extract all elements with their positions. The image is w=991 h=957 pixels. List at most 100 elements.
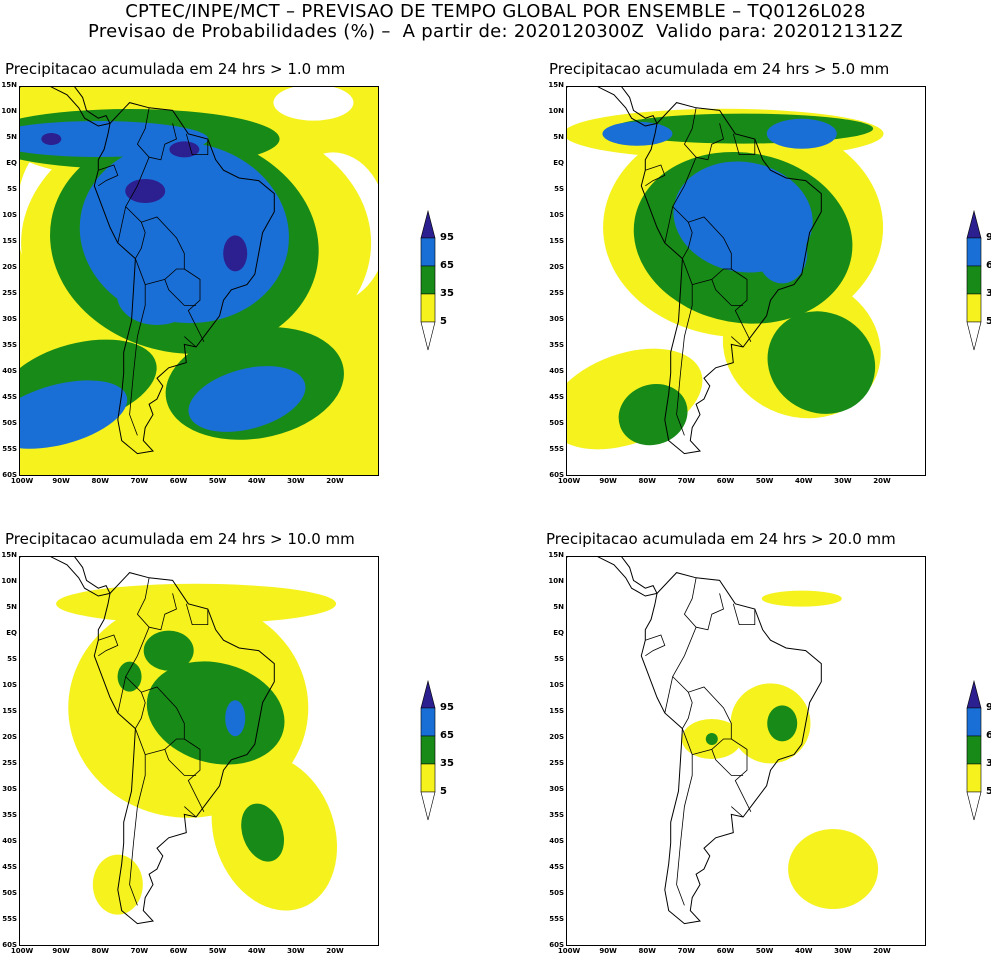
country-border	[117, 676, 127, 714]
coastline-central-america	[567, 87, 658, 127]
latitude-tick-label: 15S	[549, 237, 564, 245]
probability-contour	[766, 118, 837, 149]
longitude-tick-label: 80W	[638, 477, 656, 485]
longitude-tick-label: 60W	[716, 477, 735, 485]
probability-contour	[241, 803, 285, 862]
map-canvas	[567, 87, 884, 455]
legend-swatch-95	[420, 209, 436, 239]
latitude-tick-label: 45S	[2, 393, 17, 401]
legend-level-label: 95	[440, 702, 454, 713]
latitude-tick-label: 20S	[2, 263, 17, 271]
longitude-tick-label: 70W	[677, 477, 696, 485]
latitude-tick-label: 55S	[549, 915, 564, 923]
latitude-tick-label: 5N	[6, 603, 17, 611]
country-border	[696, 593, 724, 631]
legend-level-label: 65	[440, 260, 454, 271]
coastline-south-america	[640, 572, 822, 925]
latitude-tick-label: 50S	[2, 889, 17, 897]
longitude-tick-label: 100W	[557, 477, 581, 485]
legend-level-label: 95	[440, 232, 454, 243]
latitude-tick-label: 50S	[549, 889, 564, 897]
coastline-south-america	[640, 102, 822, 455]
latitude-tick-label: 60S	[2, 471, 17, 479]
latitude-tick-label: 15S	[2, 707, 17, 715]
panel-title: Precipitacao acumulada em 24 hrs > 1.0 m…	[5, 60, 346, 78]
country-border	[149, 593, 177, 631]
longitude-tick-label: 50W	[208, 477, 227, 485]
country-border	[135, 222, 146, 259]
probability-contour	[143, 630, 194, 671]
longitude-tick-label: 40W	[795, 947, 813, 955]
longitude-tick-label: 40W	[248, 477, 266, 485]
probability-contour	[761, 590, 842, 607]
longitude-tick-label: 30W	[834, 947, 852, 955]
probability-contour	[602, 121, 673, 146]
probability-contour	[225, 700, 246, 737]
country-border	[645, 634, 666, 657]
probability-contour	[788, 829, 879, 909]
latitude-tick-label: EQ	[6, 159, 17, 167]
latitude-tick-label: 30S	[549, 785, 564, 793]
map-canvas	[20, 557, 338, 925]
latitude-tick-label: 20S	[549, 263, 564, 271]
longitude-tick-label: 50W	[208, 947, 227, 955]
map-canvas	[20, 87, 378, 475]
longitude-tick-label: 70W	[130, 477, 149, 485]
legend-level-label: 65	[440, 730, 454, 741]
country-border	[117, 206, 127, 244]
country-border	[98, 634, 119, 657]
latitude-tick-label: 15N	[548, 81, 564, 89]
legend-level-label: 5	[440, 786, 447, 797]
legend-swatch-below-5	[966, 321, 982, 351]
panel-title: Precipitacao acumulada em 24 hrs > 5.0 m…	[549, 60, 890, 78]
latitude-tick-label: 5S	[7, 655, 17, 663]
latitude-tick-label: 15N	[548, 551, 564, 559]
longitude-tick-label: 40W	[795, 477, 813, 485]
country-border	[696, 123, 724, 161]
country-border	[135, 692, 146, 729]
probability-contour	[125, 179, 166, 203]
latitude-tick-label: 50S	[2, 419, 17, 427]
legend-level-label: 65	[986, 260, 991, 271]
latitude-tick-label: 60S	[549, 941, 564, 949]
country-border	[145, 738, 185, 755]
longitude-tick-label: 50W	[755, 477, 774, 485]
legend-swatch-95	[966, 679, 982, 709]
legend-level-label: 65	[986, 730, 991, 741]
latitude-tick-label: 60S	[2, 941, 17, 949]
longitude-tick-label: 90W	[52, 477, 70, 485]
latitude-tick-label: 35S	[2, 341, 17, 349]
longitude-tick-label: 20W	[326, 477, 344, 485]
legend-swatch-65	[420, 707, 436, 737]
longitude-tick-label: 40W	[248, 947, 266, 955]
latitude-tick-label: 45S	[549, 393, 564, 401]
country-border	[125, 577, 205, 812]
latitude-tick-label: 25S	[549, 289, 564, 297]
probability-contour	[41, 133, 62, 145]
country-border	[711, 279, 744, 306]
latitude-tick-label: 5N	[6, 133, 17, 141]
longitude-tick-label: 70W	[677, 947, 696, 955]
panel-title: Precipitacao acumulada em 24 hrs > 10.0 …	[5, 530, 355, 548]
latitude-tick-label: 15N	[1, 551, 17, 559]
legend-swatch-below-5	[420, 321, 436, 351]
country-border	[672, 577, 752, 812]
coastline-central-america	[20, 87, 111, 127]
longitude-tick-label: 60W	[716, 947, 735, 955]
latitude-tick-label: 60S	[549, 471, 564, 479]
color-legend: 95 65 35 5	[420, 679, 454, 826]
no-rain-area	[273, 87, 354, 121]
probability-contour	[117, 661, 142, 692]
country-border	[664, 676, 674, 714]
longitude-tick-label: 90W	[599, 947, 617, 955]
longitude-tick-label: 50W	[755, 947, 774, 955]
longitude-tick-label: 20W	[873, 947, 891, 955]
legend-swatch-below-5	[966, 791, 982, 821]
latitude-tick-label: 20S	[2, 733, 17, 741]
probability-contour	[20, 380, 128, 449]
latitude-tick-label: 30S	[549, 315, 564, 323]
probability-contour	[20, 121, 209, 157]
legend-level-label: 35	[986, 758, 991, 769]
legend-swatch-35	[966, 265, 982, 295]
probability-map	[19, 86, 379, 476]
